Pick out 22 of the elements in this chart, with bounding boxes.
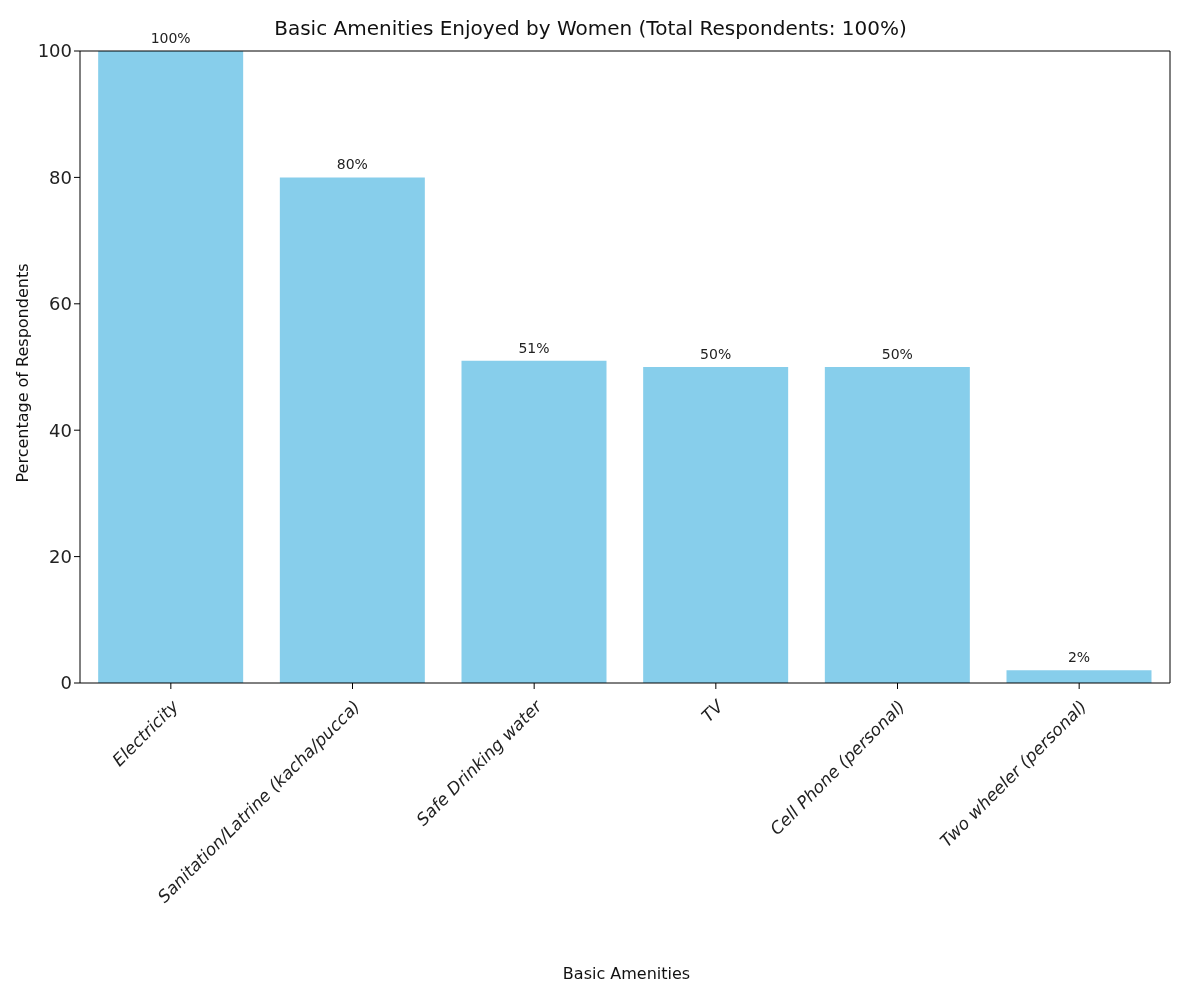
x-tick-label: TV <box>697 695 729 726</box>
bar <box>824 367 970 683</box>
bar <box>1006 670 1152 683</box>
data-label: 50% <box>700 346 732 362</box>
bar <box>461 360 607 683</box>
data-label: 51% <box>518 339 550 356</box>
bar <box>643 367 789 683</box>
data-label: 2% <box>1067 649 1091 666</box>
bar <box>279 177 425 683</box>
bar <box>98 51 244 683</box>
y-tick-label: 20 <box>49 545 72 567</box>
y-tick-label: 0 <box>60 672 72 694</box>
x-axis-title: Basic Amenities <box>561 964 692 983</box>
chart-title: Basic Amenities Enjoyed by Women (Total Respondents: 100%) <box>274 16 907 40</box>
y-tick-label: 100 <box>37 40 72 62</box>
data-label: 80% <box>336 156 368 173</box>
data-label: 50% <box>881 346 913 362</box>
y-tick-label: 40 <box>49 419 72 441</box>
y-tick-label: 60 <box>49 293 72 315</box>
y-axis-title: Percentage of Respondents <box>12 263 32 483</box>
data-label: 100% <box>150 30 191 46</box>
y-tick-label: 80 <box>49 166 72 188</box>
